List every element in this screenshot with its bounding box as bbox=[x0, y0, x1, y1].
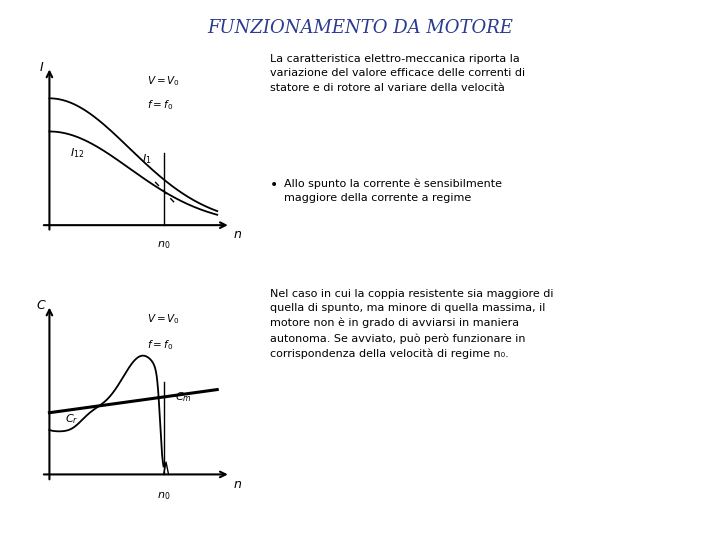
Text: La caratteristica elettro-meccanica riporta la
variazione del valore efficace de: La caratteristica elettro-meccanica ripo… bbox=[270, 54, 525, 93]
Text: $f=f_0$: $f=f_0$ bbox=[147, 98, 173, 112]
Text: $C_m$: $C_m$ bbox=[175, 390, 192, 404]
Text: •: • bbox=[270, 178, 278, 192]
Text: FUNZIONAMENTO DA MOTORE: FUNZIONAMENTO DA MOTORE bbox=[207, 19, 513, 37]
Text: n: n bbox=[234, 228, 242, 241]
Text: n: n bbox=[234, 477, 242, 490]
Text: I: I bbox=[39, 61, 43, 74]
Text: $I_1$: $I_1$ bbox=[142, 152, 151, 166]
Text: $I_{12}$: $I_{12}$ bbox=[70, 146, 84, 160]
Text: $V=V_0$: $V=V_0$ bbox=[147, 313, 180, 326]
Text: $n_0$: $n_0$ bbox=[157, 490, 170, 502]
Text: $C_r$: $C_r$ bbox=[65, 412, 78, 426]
Text: $n_0$: $n_0$ bbox=[157, 240, 170, 251]
Text: Nel caso in cui la coppia resistente sia maggiore di
quella di spunto, ma minore: Nel caso in cui la coppia resistente sia… bbox=[270, 289, 554, 359]
Text: $f=f_0$: $f=f_0$ bbox=[147, 339, 173, 353]
Text: C: C bbox=[37, 299, 45, 313]
Text: Allo spunto la corrente è sensibilmente
maggiore della corrente a regime: Allo spunto la corrente è sensibilmente … bbox=[284, 178, 503, 203]
Text: $V=V_0$: $V=V_0$ bbox=[147, 74, 180, 87]
